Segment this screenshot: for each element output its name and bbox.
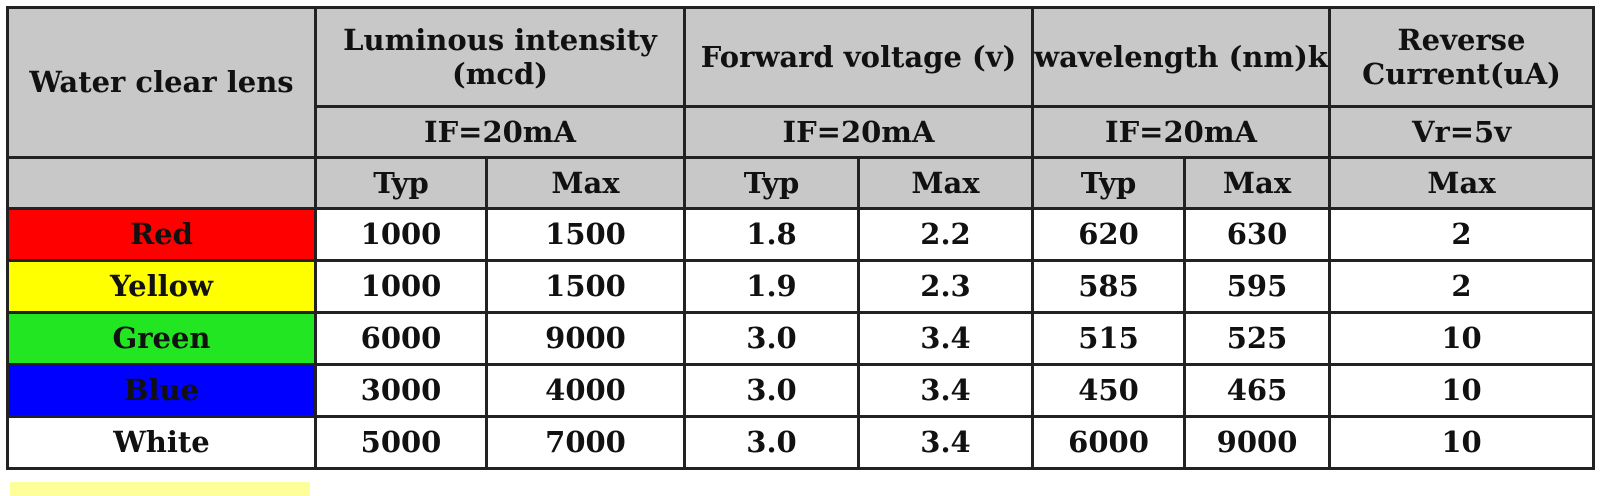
table-cell: 10 xyxy=(1328,311,1596,366)
table-row: Red 1000 1500 1.8 2.2 620 630 2 xyxy=(6,207,1596,262)
table-cell: 3.4 xyxy=(856,415,1035,470)
subheader-cell: Typ xyxy=(1031,156,1187,210)
table-cell: 1.8 xyxy=(683,207,860,262)
table-cell: 10 xyxy=(1328,363,1596,418)
table-row: Green 6000 9000 3.0 3.4 515 525 10 xyxy=(6,311,1596,366)
table-row: Yellow 1000 1500 1.9 2.3 585 595 2 xyxy=(6,259,1596,314)
subheader-cell: Max xyxy=(1328,156,1596,210)
reverse-current-condition: Vr=5v xyxy=(1328,105,1596,159)
subheader-cell: Typ xyxy=(314,156,488,210)
table-cell: 3000 xyxy=(314,363,488,418)
table-cell: 10 xyxy=(1328,415,1596,470)
table-cell: 465 xyxy=(1183,363,1332,418)
table-cell: 3.0 xyxy=(683,311,860,366)
color-name-cell: Green xyxy=(6,311,317,366)
table-cell: 9000 xyxy=(1183,415,1332,470)
spec-table-container: Water clear lens Luminous intensity (mcd… xyxy=(6,6,1596,470)
table-cell: 3.0 xyxy=(683,415,860,470)
table-cell: 595 xyxy=(1183,259,1332,314)
subheader-cell: Max xyxy=(1183,156,1332,210)
color-name-cell: White xyxy=(6,415,317,470)
subheader-cell: Max xyxy=(856,156,1035,210)
subheader-cell: Typ xyxy=(683,156,860,210)
table-cell: 515 xyxy=(1031,311,1187,366)
lens-type-header: Water clear lens xyxy=(6,6,317,159)
table-cell: 585 xyxy=(1031,259,1187,314)
table-cell: 1500 xyxy=(485,207,686,262)
table-cell: 1500 xyxy=(485,259,686,314)
table-cell: 9000 xyxy=(485,311,686,366)
table-cell: 3.4 xyxy=(856,311,1035,366)
table-cell: 525 xyxy=(1183,311,1332,366)
forward-voltage-header: Forward voltage (v) xyxy=(682,6,1035,108)
table-cell: 1000 xyxy=(314,207,488,262)
wavelength-condition: IF=20mA xyxy=(1031,105,1332,159)
highlight-strip xyxy=(10,482,310,496)
color-name-cell: Red xyxy=(6,207,317,262)
luminous-intensity-header: Luminous intensity (mcd) xyxy=(314,6,686,108)
led-spec-table: Water clear lens Luminous intensity (mcd… xyxy=(6,6,1596,470)
luminous-intensity-condition: IF=20mA xyxy=(314,105,686,159)
table-cell: 3.4 xyxy=(856,363,1035,418)
table-cell: 4000 xyxy=(485,363,686,418)
table-row: Blue 3000 4000 3.0 3.4 450 465 10 xyxy=(6,363,1596,418)
forward-voltage-condition: IF=20mA xyxy=(682,105,1035,159)
reverse-current-header: Reverse Current(uA) xyxy=(1328,6,1596,108)
table-cell: 6000 xyxy=(314,311,488,366)
subheader-cell: Max xyxy=(485,156,686,210)
table-cell: 2.2 xyxy=(856,207,1035,262)
table-cell: 3.0 xyxy=(683,363,860,418)
table-cell: 450 xyxy=(1031,363,1187,418)
table-cell: 630 xyxy=(1183,207,1332,262)
table-cell: 1.9 xyxy=(683,259,860,314)
table-cell: 2.3 xyxy=(856,259,1035,314)
table-cell: 6000 xyxy=(1031,415,1187,470)
table-cell: 1000 xyxy=(314,259,488,314)
empty-header-cell xyxy=(6,156,317,210)
table-cell: 620 xyxy=(1031,207,1187,262)
table-row: White 5000 7000 3.0 3.4 6000 9000 10 xyxy=(6,415,1596,470)
color-name-cell: Blue xyxy=(6,363,317,418)
table-cell: 5000 xyxy=(314,415,488,470)
wavelength-header: wavelength (nm)k xyxy=(1031,6,1332,108)
color-name-cell: Yellow xyxy=(6,259,317,314)
table-cell: 2 xyxy=(1328,259,1596,314)
table-cell: 2 xyxy=(1328,207,1596,262)
table-cell: 7000 xyxy=(485,415,686,470)
